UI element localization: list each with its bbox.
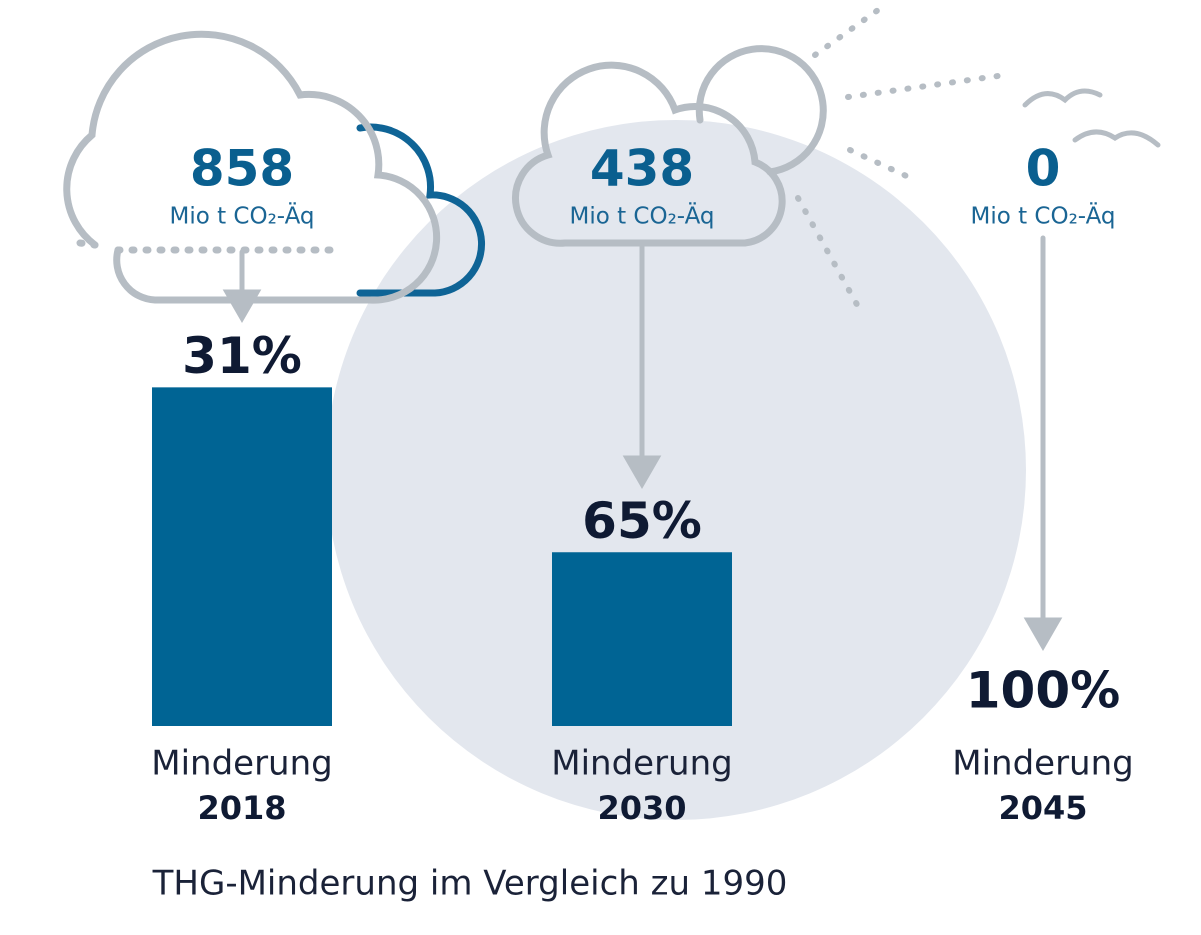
emission-value: 858 <box>190 140 294 198</box>
cloud-dash <box>76 239 334 254</box>
birds <box>1022 88 1161 148</box>
emission-unit: Mio t CO₂-Äq <box>569 202 714 230</box>
decoration <box>63 2 1161 652</box>
bar <box>152 387 332 726</box>
gray-cloud <box>63 30 441 304</box>
bar <box>552 552 732 726</box>
x-tick-label: 2030 <box>597 789 686 827</box>
emission-unit: Mio t CO₂-Äq <box>970 202 1115 230</box>
emission-value: 438 <box>590 140 694 198</box>
sun <box>695 45 827 176</box>
blue-cloud <box>356 123 486 297</box>
background-circle <box>326 120 1026 820</box>
x-tick-label: 2045 <box>998 789 1087 827</box>
emission-unit: Mio t CO₂-Äq <box>169 202 314 230</box>
bar-label: Minderung <box>551 744 733 784</box>
x-tick-label: 2018 <box>197 789 286 827</box>
bar-label: Minderung <box>151 744 333 784</box>
gray-cloud <box>512 61 786 247</box>
value-label: 65% <box>582 492 702 550</box>
value-label: 100% <box>966 662 1120 720</box>
bar-label: Minderung <box>952 744 1134 784</box>
caption: THG-Minderung im Vergleich zu 1990 <box>152 864 788 904</box>
value-label: 31% <box>182 327 302 385</box>
arrows <box>222 235 1063 652</box>
emission-value: 0 <box>1026 140 1061 198</box>
sun-rays <box>795 2 1008 313</box>
